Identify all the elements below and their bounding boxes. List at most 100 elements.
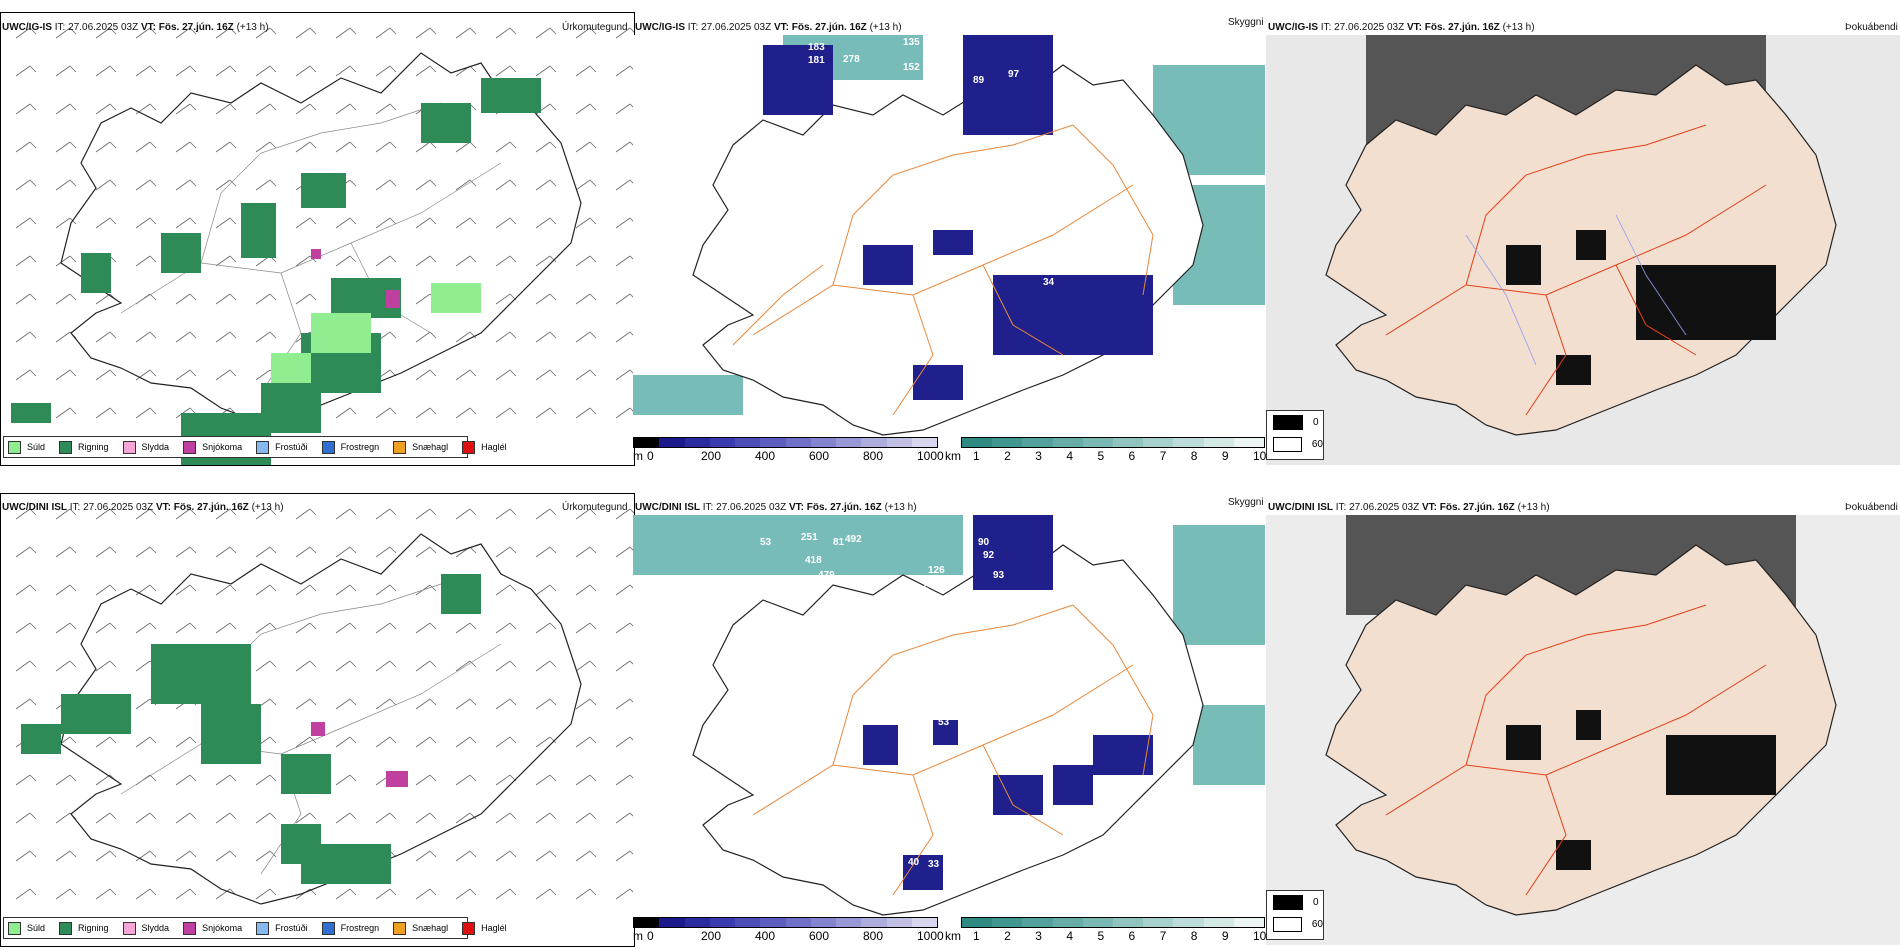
wind-barb (575, 65, 591, 77)
vis-panel-top: 183 181 278 135 152 89 97 50 55 55 56 37 30 36 28 34 32 3… (633, 35, 1265, 445)
wind-barb-flag (509, 546, 517, 554)
wind-barb-flag (589, 217, 597, 225)
wind-barb (575, 812, 591, 824)
wind-barb-flag (269, 293, 277, 301)
wind-barb-flag (149, 888, 157, 896)
title-precip-top: Úrkomutegund (562, 22, 628, 33)
fog-panel-bottom: 0 60 (1266, 515, 1900, 945)
wind-barb-flag (549, 508, 557, 516)
wind-barb (295, 698, 311, 710)
title-vis-top: Skyggni (1228, 17, 1264, 28)
colorbar-tick: 400 (755, 929, 776, 943)
wind-barb-flag (149, 369, 157, 377)
wind-barb (575, 103, 591, 115)
wind-barb-flag (149, 27, 157, 35)
wind-barb (335, 812, 351, 824)
iceland-outline (60, 52, 582, 424)
wind-barb-flag (349, 141, 357, 149)
colorbar-tick: 0 (647, 449, 654, 463)
wind-barb-flag (509, 812, 517, 820)
wind-barb-flag (189, 141, 197, 149)
wind-barb (215, 217, 231, 229)
wind-barb (575, 27, 591, 39)
vis-dark-areas-bottom (863, 515, 1153, 890)
colorbar-unit: km (945, 449, 961, 463)
wind-barb (415, 508, 431, 520)
wind-barb-flag (469, 217, 477, 225)
wind-barb (135, 850, 151, 862)
wind-barb-flag (109, 141, 117, 149)
fog-roads (1385, 124, 1767, 416)
wind-barb (55, 584, 71, 596)
wind-barb (575, 179, 591, 191)
wind-barb (575, 331, 591, 343)
wind-barb-flag (149, 736, 157, 744)
wind-barb-flag (509, 407, 517, 415)
wind-barb-flag (309, 584, 317, 592)
wind-barb (415, 850, 431, 862)
wind-barb (375, 546, 391, 558)
legend-swatch (462, 440, 476, 454)
header-precip-top: UWC/IG-IS IT: 27.06.2025 03Z VT: Fös. 27… (2, 22, 269, 33)
wind-barb (375, 179, 391, 191)
legend-label: Snæhagl (412, 442, 449, 452)
wind-barb-flag (29, 331, 37, 339)
legend-label: Frostúði (275, 442, 308, 452)
wind-barb (255, 141, 271, 153)
wind-barb-flag (149, 65, 157, 73)
wind-barb (495, 255, 511, 267)
wind-barb-flag (429, 622, 437, 630)
title-fog-top: Þokuábendi (1845, 22, 1898, 33)
legend-swatch (321, 921, 335, 935)
wind-barb (415, 888, 431, 900)
wind-barb (415, 293, 431, 305)
wind-barb-flag (389, 27, 397, 35)
wind-barb-flag (549, 407, 557, 415)
wind-barb (615, 27, 631, 39)
wind-barb (255, 850, 271, 862)
fog-legend-label: 0 (1313, 896, 1319, 908)
wind-barb-flag (509, 217, 517, 225)
wind-barb (175, 179, 191, 191)
wind-barb-flag (389, 103, 397, 111)
legend-item: Haglél (462, 921, 507, 935)
wind-barb (55, 141, 71, 153)
vis-value-label: 30 (1073, 257, 1085, 268)
wind-barb (495, 888, 511, 900)
wind-barb (175, 888, 191, 900)
wind-barb (255, 27, 271, 39)
wind-barb-flag (509, 736, 517, 744)
wind-barb (215, 622, 231, 634)
wind-barb-flag (149, 774, 157, 782)
wind-barb (495, 774, 511, 786)
wind-barb (295, 622, 311, 634)
snow-area (386, 290, 400, 308)
wind-barb-flag (589, 65, 597, 73)
wind-barb-flag (189, 293, 197, 301)
colorbar-tick: 3 (1035, 929, 1042, 943)
colorbar-tick: 800 (863, 929, 884, 943)
wind-barb-flag (389, 407, 397, 415)
wind-barb-flag (309, 660, 317, 668)
wind-barb (615, 888, 631, 900)
wind-barb-flag (309, 217, 317, 225)
wind-barb-flag (429, 65, 437, 73)
wind-barb (135, 698, 151, 710)
wind-barb-flag (509, 255, 517, 263)
wind-barb (175, 736, 191, 748)
wind-barb (95, 774, 111, 786)
wind-barb-flag (429, 584, 437, 592)
wind-barb (135, 888, 151, 900)
wind-barb-flag (189, 812, 197, 820)
legend-item: Frostregn (321, 921, 379, 935)
wind-barb (575, 369, 591, 381)
colorbar-tick: 8 (1190, 449, 1198, 463)
precip-legend-bottom: Súld Rigning Slydda Snjókoma Frostúði Frostre… (3, 917, 507, 939)
fog-legend-label: 60 (1311, 438, 1323, 450)
vis-panel-bottom: 53 251 81 492 90 92 418 479 126 93 115 116 53 33 61 64 4… (633, 515, 1265, 925)
wind-barb-flag (429, 508, 437, 516)
wind-barb (295, 584, 311, 596)
wind-barb (335, 141, 351, 153)
wind-barb (375, 508, 391, 520)
wind-barb (335, 255, 351, 267)
